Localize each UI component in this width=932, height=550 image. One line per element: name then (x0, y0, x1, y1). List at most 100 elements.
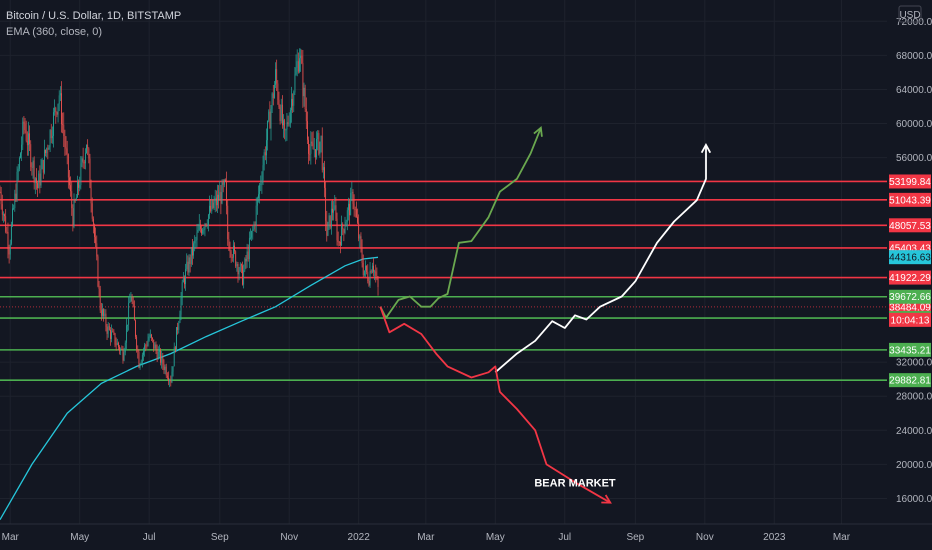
candle-body (375, 271, 377, 277)
candle-body (188, 257, 190, 273)
candle-body (10, 224, 12, 244)
candle-body (64, 135, 66, 148)
chart-symbol-title[interactable]: Bitcoin / U.S. Dollar, 1D, BITSTAMP (6, 10, 182, 22)
candle-body (253, 224, 255, 230)
candle-body (90, 187, 92, 204)
projection-bull-path[interactable] (379, 127, 542, 319)
candle-body (207, 214, 209, 226)
y-tick-label: 68000.00 (896, 51, 932, 62)
candle-body (368, 280, 370, 286)
candle-body (369, 270, 371, 286)
candle-body (49, 130, 51, 148)
indicator-legend[interactable]: EMA (360, close, 0) (6, 26, 102, 38)
candle-body (125, 325, 127, 343)
candle-body (174, 347, 176, 351)
candle-body (354, 209, 356, 210)
candle-body (289, 110, 291, 124)
candle-body (198, 224, 200, 230)
currency-badge[interactable] (898, 5, 922, 23)
candle-body (129, 301, 131, 303)
candle-body (302, 63, 304, 97)
candle-body (252, 229, 254, 231)
candle-body (138, 351, 140, 368)
projection-neutral-path[interactable] (494, 144, 707, 373)
candle-body (182, 278, 184, 283)
candle-body (345, 221, 347, 227)
candle-body (200, 224, 201, 229)
candle-body (8, 249, 10, 255)
candle-body (98, 286, 100, 289)
candle-body (217, 194, 218, 206)
candle-body (355, 209, 357, 217)
candle-body (210, 205, 212, 212)
candle-body (214, 197, 216, 203)
candle-body (311, 141, 313, 144)
candle-body (141, 354, 143, 362)
candle-body (106, 327, 108, 334)
candle-body (268, 111, 270, 121)
candle-body (79, 185, 81, 188)
projection-bear-path[interactable] (379, 306, 611, 504)
candle-body (53, 112, 54, 136)
candle-body (119, 346, 120, 351)
candle-body (220, 192, 222, 204)
candle-body (223, 179, 225, 185)
candle-body (360, 236, 362, 248)
price-series (0, 48, 379, 388)
candle-body (304, 87, 306, 110)
candle-body (275, 69, 276, 85)
candle-body (69, 177, 70, 186)
candle-body (209, 205, 210, 215)
candle-body (15, 193, 17, 200)
candle-body (233, 245, 234, 258)
candle-body (288, 123, 290, 125)
candle-body (7, 232, 9, 250)
resistance-level-label: 45403.43 (889, 243, 931, 254)
horizontal-levels[interactable] (0, 180, 887, 381)
candle-body (95, 236, 97, 244)
candle-body (371, 265, 373, 273)
candle-body (344, 226, 346, 233)
candle-body (362, 262, 364, 276)
candle-body (45, 149, 46, 154)
candle-body (212, 200, 214, 208)
candle-body (171, 371, 173, 383)
candle-body (87, 144, 89, 149)
projection-paths[interactable] (379, 126, 712, 504)
candle-body (13, 208, 15, 209)
candle-body (25, 130, 27, 141)
candle-body (3, 214, 4, 216)
candle-body (18, 157, 20, 169)
candle-body (102, 309, 103, 316)
candle-body (63, 124, 65, 136)
candle-body (227, 205, 229, 240)
candle-body (24, 123, 26, 131)
candle-body (320, 135, 322, 142)
candle-body (322, 167, 324, 171)
candle-body (73, 200, 75, 227)
candle-body (132, 301, 134, 307)
candle-body (65, 147, 67, 149)
candle-body (334, 205, 336, 210)
candle-body (255, 205, 257, 226)
candle-body (192, 247, 193, 256)
candle-body (317, 133, 319, 140)
candle-body (204, 223, 206, 230)
candle-body (6, 231, 8, 233)
candle-body (80, 163, 82, 186)
candle-body (263, 152, 265, 166)
candle-body (349, 203, 350, 216)
candle-body (283, 120, 284, 126)
candle-body (178, 322, 180, 330)
candle-body (202, 229, 204, 234)
candle-body (0, 191, 2, 205)
time-axis[interactable]: Mar May Jul Sep Nov 2022 Mar May Jul Sep Nov 2023 Ma… (0, 523, 932, 550)
candle-body (269, 111, 271, 129)
candle-body (300, 55, 302, 59)
x-tick-label: Mar (417, 532, 435, 543)
candle-body (31, 166, 33, 168)
candle-body (180, 297, 182, 315)
candle-body (271, 93, 273, 109)
price-level-labels: 53199.84 51043.39 48057.53 45403.43 41922.29… (889, 174, 931, 388)
